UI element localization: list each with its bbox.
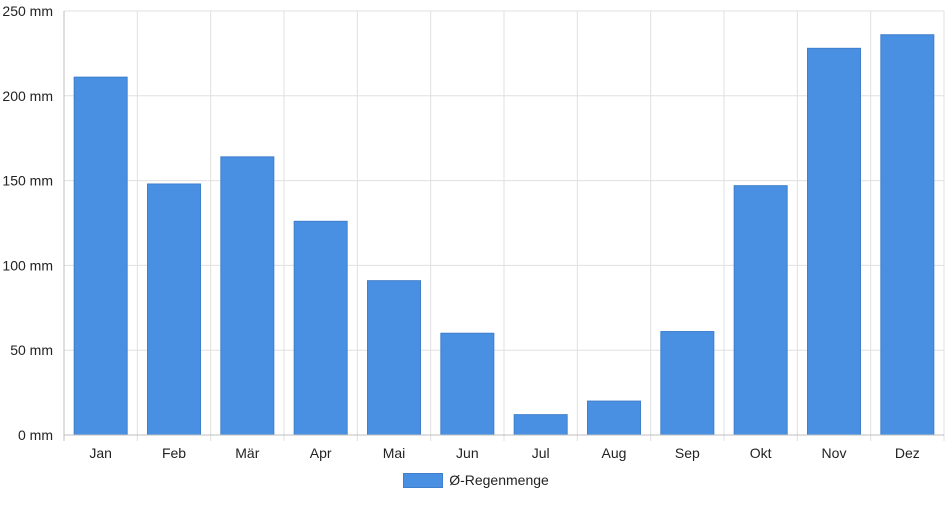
y-tick-label: 50 mm [10,342,53,358]
bar-dez[interactable] [880,34,935,436]
bar-jul[interactable] [513,414,568,436]
bar-okt[interactable] [733,185,788,436]
bar-aug[interactable] [587,400,641,436]
legend-swatch [403,472,444,488]
y-tick-label: 250 mm [2,3,53,19]
x-tick-label: Apr [310,445,332,461]
legend-label: Ø-Regenmenge [449,472,549,488]
x-tick-label: Okt [750,445,772,461]
bar-nov[interactable] [807,47,861,436]
y-tick-label: 150 mm [2,173,53,189]
x-tick-label: Jul [532,445,550,461]
bar-mai[interactable] [367,280,421,436]
y-tick-label: 100 mm [2,257,53,273]
bar-feb[interactable] [147,183,201,436]
x-tick-label: Aug [602,445,627,461]
x-tick-label: Mär [235,445,259,461]
y-tick-label: 200 mm [2,88,53,104]
y-tick-label: 0 mm [18,427,53,443]
bar-sep[interactable] [660,331,715,436]
bar-mär[interactable] [220,156,275,436]
legend: Ø-Regenmenge [0,472,952,488]
bar-jan[interactable] [73,76,128,436]
x-tick-label: Sep [675,445,700,461]
x-tick-label: Dez [895,445,920,461]
x-tick-label: Nov [822,445,847,461]
x-tick-label: Jun [456,445,479,461]
bar-apr[interactable] [293,220,348,436]
bar-jun[interactable] [440,332,495,436]
x-tick-label: Feb [162,445,186,461]
x-tick-label: Mai [383,445,406,461]
x-tick-label: Jan [89,445,112,461]
